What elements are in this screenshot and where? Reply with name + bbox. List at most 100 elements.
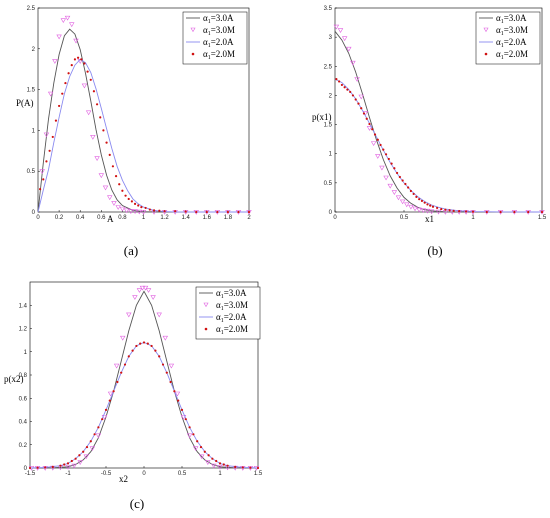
triangle-marker	[89, 446, 96, 452]
x-tick-label: -0.5	[101, 471, 112, 477]
legend-label: α1=3.0M	[203, 25, 235, 37]
dot-marker	[431, 205, 435, 208]
triangle-marker	[404, 202, 410, 208]
dot-marker	[80, 58, 83, 61]
y-tick-label: 1.5	[324, 123, 333, 129]
y-tick-label: 0.4	[19, 420, 28, 426]
dot-marker	[387, 157, 390, 161]
dot-marker	[409, 189, 412, 193]
dot-marker	[158, 355, 161, 358]
legend-label: α1=2.0M	[496, 49, 528, 61]
x-axis-label-a: A	[107, 214, 114, 224]
y-tick-label: 1.5	[27, 88, 36, 94]
dot-marker	[357, 102, 360, 105]
dot-marker	[338, 80, 341, 83]
dot-marker	[97, 426, 100, 429]
dot-marker	[158, 209, 161, 212]
dot-marker	[234, 465, 237, 468]
dot-marker	[184, 418, 187, 421]
y-tick-label: 2	[329, 93, 333, 99]
dot-marker	[222, 463, 225, 466]
dot-marker	[114, 174, 118, 178]
triangle-marker	[156, 312, 162, 318]
dot-marker	[247, 210, 251, 214]
triangle-marker	[85, 110, 92, 116]
dot-marker	[105, 141, 108, 144]
legend-subscript: 1	[501, 31, 504, 37]
dot-marker	[123, 363, 127, 366]
legend-value: =2.0A	[224, 312, 247, 322]
x-tick-label: 1.8	[224, 215, 233, 221]
dot-marker	[67, 72, 70, 75]
y-tick-label: 0.5	[27, 169, 36, 175]
dot-marker	[340, 83, 343, 87]
dot-marker	[74, 457, 77, 460]
y-tick-label: 0	[329, 210, 333, 216]
triangle-marker	[81, 83, 88, 89]
triangle-marker	[123, 208, 130, 214]
dot-marker	[527, 210, 530, 214]
legend-label: α1=2.0A	[203, 37, 234, 49]
triangle-marker	[199, 454, 205, 460]
legend-label: α1=2.0A	[216, 312, 247, 324]
dot-marker	[89, 440, 92, 443]
series-layer-b	[333, 24, 545, 215]
legend-value: =3.0M	[504, 25, 528, 35]
triangle-marker	[435, 209, 442, 215]
dot-marker	[154, 349, 157, 352]
dot-marker	[86, 70, 89, 73]
triangle-marker	[247, 466, 254, 471]
x-tick-label: 0.6	[97, 215, 106, 221]
y-tick-label: 3.5	[324, 6, 333, 12]
legend-triangle-swatch	[483, 27, 489, 33]
dot-marker	[174, 210, 177, 213]
triangle-marker	[395, 195, 402, 201]
triangle-marker	[77, 460, 83, 465]
triangle-marker	[186, 433, 193, 439]
panel-label-c: (c)	[130, 496, 144, 511]
dot-marker	[440, 207, 443, 211]
dot-marker	[130, 200, 133, 203]
dot-marker	[64, 81, 67, 85]
dot-marker	[215, 459, 218, 463]
dot-marker	[161, 363, 165, 366]
legend-dot-swatch	[191, 52, 195, 56]
dot-marker	[485, 210, 488, 214]
x-tick-label: 0.5	[400, 215, 409, 221]
dot-marker	[45, 160, 48, 163]
panel-label-a: (a)	[124, 243, 138, 258]
dot-marker	[218, 462, 222, 465]
y-ticks-c: 0 0.2 0.4 0.6 0.8 1 1.2 1.4	[19, 303, 32, 472]
triangle-marker	[168, 363, 175, 369]
legend-label: α1=2.0M	[216, 324, 248, 336]
legend-value: =2.0M	[224, 324, 248, 334]
triangle-marker	[192, 446, 199, 452]
legend-box	[182, 11, 248, 65]
dot-marker	[102, 129, 105, 132]
triangle-marker	[350, 60, 356, 66]
triangle-marker	[126, 312, 132, 318]
legend-dot-swatch	[484, 52, 488, 56]
y-tick-label: 1	[32, 128, 36, 134]
triangle-marker	[387, 183, 393, 189]
y-tick-label: 0.6	[19, 396, 28, 402]
dot-marker	[177, 399, 180, 402]
dot-marker	[379, 143, 382, 147]
triangle-marker	[83, 454, 89, 460]
triangle-marker	[98, 173, 105, 179]
triangle-marker	[391, 190, 398, 195]
legend-alpha: α	[203, 25, 208, 35]
dot-marker	[346, 88, 349, 91]
x-tick-label: 2	[247, 215, 251, 221]
dot-marker	[104, 408, 108, 411]
legend-value: =3.0A	[224, 288, 247, 298]
series-line	[29, 290, 259, 469]
dot-marker	[42, 178, 45, 181]
dot-marker	[192, 433, 195, 436]
legend-subscript: 1	[221, 306, 224, 312]
dot-marker	[237, 210, 240, 214]
dot-marker	[36, 466, 39, 469]
triangle-marker	[205, 460, 211, 465]
